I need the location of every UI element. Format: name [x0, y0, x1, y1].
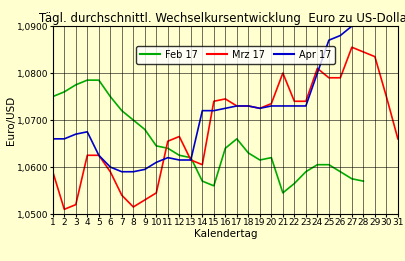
Mrz 17: [62, 208, 66, 211]
Apr 17: [245, 104, 250, 108]
Apr 17: [349, 25, 354, 28]
Apr 17: [62, 137, 66, 140]
Mrz 17: [177, 135, 181, 138]
Apr 17: [326, 39, 330, 42]
Mrz 17: [314, 67, 319, 70]
Mrz 17: [153, 191, 158, 194]
Apr 17: [50, 137, 55, 140]
Feb 17: [199, 180, 204, 183]
Feb 17: [142, 128, 147, 131]
Mrz 17: [349, 46, 354, 49]
Apr 17: [142, 168, 147, 171]
Feb 17: [337, 170, 342, 173]
Apr 17: [314, 72, 319, 75]
Feb 17: [177, 154, 181, 157]
Feb 17: [222, 147, 227, 150]
Mrz 17: [211, 100, 216, 103]
Apr 17: [108, 165, 113, 169]
Mrz 17: [222, 97, 227, 100]
Mrz 17: [245, 104, 250, 108]
Feb 17: [96, 79, 101, 82]
Mrz 17: [291, 100, 296, 103]
Feb 17: [211, 184, 216, 187]
Mrz 17: [383, 95, 388, 98]
Feb 17: [360, 180, 365, 183]
Feb 17: [245, 151, 250, 155]
Line: Apr 17: Apr 17: [53, 26, 351, 172]
Mrz 17: [50, 170, 55, 173]
Apr 17: [268, 104, 273, 108]
Mrz 17: [96, 154, 101, 157]
Feb 17: [62, 90, 66, 93]
Feb 17: [234, 137, 239, 140]
Mrz 17: [130, 205, 135, 209]
Feb 17: [50, 95, 55, 98]
Mrz 17: [257, 107, 262, 110]
Line: Feb 17: Feb 17: [53, 80, 362, 193]
Apr 17: [257, 107, 262, 110]
Apr 17: [165, 156, 170, 159]
Title: Tägl. durchschnittl. Wechselkursentwicklung  Euro zu US-Dollar: Tägl. durchschnittl. Wechselkursentwickl…: [39, 12, 405, 25]
Feb 17: [73, 83, 78, 86]
Apr 17: [188, 158, 193, 162]
Feb 17: [280, 191, 285, 194]
Apr 17: [85, 130, 90, 133]
Mrz 17: [280, 72, 285, 75]
Feb 17: [257, 158, 262, 162]
Mrz 17: [85, 154, 90, 157]
Apr 17: [234, 104, 239, 108]
Apr 17: [291, 104, 296, 108]
Apr 17: [153, 161, 158, 164]
Mrz 17: [142, 198, 147, 201]
Apr 17: [303, 104, 307, 108]
Mrz 17: [326, 76, 330, 79]
Apr 17: [177, 158, 181, 162]
Apr 17: [199, 109, 204, 112]
Feb 17: [108, 95, 113, 98]
Feb 17: [85, 79, 90, 82]
Mrz 17: [234, 104, 239, 108]
Feb 17: [291, 182, 296, 185]
Apr 17: [119, 170, 124, 173]
Apr 17: [280, 104, 285, 108]
Feb 17: [119, 109, 124, 112]
Feb 17: [153, 144, 158, 147]
Mrz 17: [188, 158, 193, 162]
Apr 17: [130, 170, 135, 173]
Mrz 17: [119, 194, 124, 197]
Mrz 17: [73, 203, 78, 206]
Mrz 17: [371, 55, 376, 58]
Feb 17: [349, 177, 354, 180]
Apr 17: [211, 109, 216, 112]
Apr 17: [73, 133, 78, 136]
Y-axis label: Euro/USD: Euro/USD: [6, 96, 16, 145]
Mrz 17: [165, 140, 170, 143]
Feb 17: [165, 147, 170, 150]
Mrz 17: [268, 102, 273, 105]
Mrz 17: [360, 50, 365, 54]
Line: Mrz 17: Mrz 17: [53, 47, 397, 209]
Mrz 17: [199, 163, 204, 166]
Apr 17: [337, 34, 342, 37]
Feb 17: [130, 118, 135, 122]
Legend: Feb 17, Mrz 17, Apr 17: Feb 17, Mrz 17, Apr 17: [136, 46, 334, 64]
Mrz 17: [394, 137, 399, 140]
Apr 17: [96, 154, 101, 157]
X-axis label: Kalendertag: Kalendertag: [193, 229, 256, 239]
Feb 17: [188, 156, 193, 159]
Feb 17: [326, 163, 330, 166]
Feb 17: [303, 170, 307, 173]
Feb 17: [268, 156, 273, 159]
Apr 17: [222, 107, 227, 110]
Feb 17: [314, 163, 319, 166]
Mrz 17: [303, 100, 307, 103]
Mrz 17: [337, 76, 342, 79]
Mrz 17: [108, 170, 113, 173]
